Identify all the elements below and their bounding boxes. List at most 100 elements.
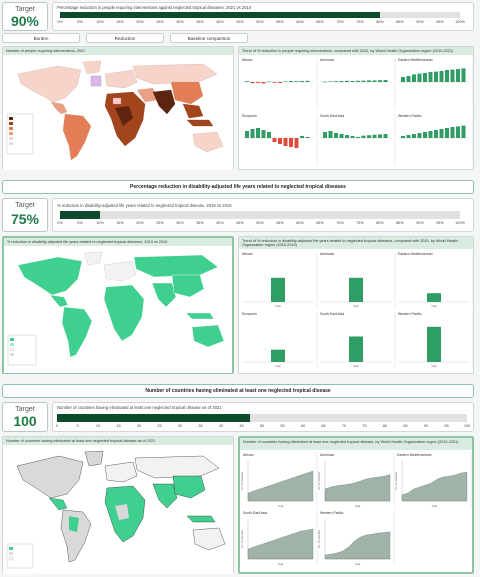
trend-bar xyxy=(339,134,344,138)
trend-title: Trend of % reduction in people requiring… xyxy=(239,47,473,55)
progress-tick-label: 5% xyxy=(77,20,83,24)
axis-label: Year xyxy=(275,364,281,368)
progress-tick-label: 60% xyxy=(296,221,304,225)
progress-tick-label: 30% xyxy=(176,221,184,225)
trend-bar xyxy=(278,82,282,83)
trend-panel-reduction: Trend of % reduction in people requiring… xyxy=(238,46,474,170)
map-panel-dalys: % reduction in disability-adjusted life … xyxy=(2,236,234,374)
progress-title: Number of countries having eliminated at… xyxy=(57,405,222,410)
trend-bar xyxy=(334,81,338,82)
trend-bar xyxy=(378,80,382,82)
small-multiple-cell: South-East Asia Year xyxy=(320,312,396,368)
small-multiple-cell: European Year xyxy=(242,312,318,368)
progress-tick-label: 65% xyxy=(316,20,324,24)
trend-bar xyxy=(256,82,260,83)
progress-tick-label: 65 xyxy=(321,424,326,428)
region-label: African xyxy=(243,453,254,457)
trend-bar xyxy=(461,68,466,82)
progress-tick-label: 20% xyxy=(136,221,144,225)
trend-bar xyxy=(439,129,444,138)
progress-tick-label: 0% xyxy=(57,20,63,24)
trend-bar xyxy=(349,277,363,302)
progress-tick-label: 45% xyxy=(236,20,244,24)
trend-title: Number of countries having eliminated at… xyxy=(240,438,472,450)
tab-reduction[interactable]: Reduction xyxy=(86,33,164,43)
y-axis-label: No. of countries xyxy=(240,471,244,490)
area-series xyxy=(247,528,314,560)
section-header-countries: Number of countries having eliminated at… xyxy=(2,384,474,398)
progress-tick-label: 80% xyxy=(376,221,384,225)
tab-baseline-comparison[interactable]: Baseline comparison xyxy=(170,33,248,43)
small-multiple-cell: Americas No. of countries Year xyxy=(317,453,395,508)
y-axis-label: No. of countries xyxy=(394,471,398,490)
axis-label: Year xyxy=(353,364,359,368)
axis-label: Year xyxy=(431,504,437,508)
map-title: Number of people requiring interventions… xyxy=(3,47,233,55)
trend-bar xyxy=(461,125,466,138)
trend-bar xyxy=(406,135,411,138)
trend-bar xyxy=(350,136,355,138)
progress-card-3: Number of countries having eliminated at… xyxy=(52,402,474,432)
progress-tick-label: 10% xyxy=(96,221,104,225)
progress-tick-label: 95% xyxy=(436,221,444,225)
progress-tick-label: 20 xyxy=(136,424,142,428)
trend-bar xyxy=(350,81,355,82)
target-box-3: Target 100 xyxy=(2,402,48,432)
trend-bar xyxy=(445,70,449,82)
target-label: Target xyxy=(15,202,35,209)
trend-bar xyxy=(305,80,310,82)
small-multiple-cell: Americas xyxy=(320,58,396,110)
target-label: Target xyxy=(15,6,35,13)
progress-fill xyxy=(60,211,100,219)
trend-bar xyxy=(323,81,327,83)
progress-tick-label: 25% xyxy=(156,221,164,225)
tab-burden[interactable]: Burden xyxy=(2,33,80,43)
trend-bar xyxy=(401,136,405,138)
progress-tick-label: 75 xyxy=(362,424,367,428)
progress-tick-label: 45 xyxy=(239,424,244,428)
target-label: Target xyxy=(15,406,35,413)
trend-bar xyxy=(412,134,416,138)
y-axis-label: No. of countries xyxy=(240,529,244,548)
trend-bar xyxy=(412,74,416,82)
axis-label: Year xyxy=(431,304,437,308)
trend-bar xyxy=(349,336,363,362)
region-label: African xyxy=(242,58,253,62)
progress-tick-label: 65% xyxy=(316,221,324,225)
trend-bar xyxy=(245,131,249,138)
world-map-dalys[interactable] xyxy=(4,247,232,373)
trend-bar xyxy=(434,71,438,82)
map-title: Number of countries having eliminated at… xyxy=(3,437,233,445)
trend-bar xyxy=(267,132,271,138)
small-multiple-cell: African xyxy=(242,58,318,110)
trend-bar xyxy=(289,81,293,82)
progress-tick-label: 20% xyxy=(136,20,144,24)
axis-label: Year xyxy=(353,304,359,308)
region-label: Americas xyxy=(320,58,334,62)
small-multiple-cell: Eastern Mediterranean xyxy=(398,58,473,110)
world-map-burden[interactable] xyxy=(3,56,233,170)
progress-card-1: Percentage reduction in people requiring… xyxy=(52,2,474,31)
progress-fill xyxy=(60,12,380,18)
progress-tick-label: 15% xyxy=(116,221,124,225)
axis-label: Year xyxy=(354,562,360,566)
region-label: Western Pacific xyxy=(398,114,422,118)
world-map-countries[interactable] xyxy=(3,446,233,574)
region-label: South-East Asia xyxy=(320,114,344,118)
trend-bar xyxy=(423,132,427,138)
small-multiple-cell: Western Pacific Year xyxy=(398,312,473,368)
trend-bar xyxy=(356,80,360,82)
trend-bar xyxy=(283,138,288,146)
region-label: Americas xyxy=(320,453,334,457)
trend-bar xyxy=(250,129,255,138)
trend-bar xyxy=(300,81,304,82)
trend-bar xyxy=(328,131,333,138)
progress-tick-label: 35% xyxy=(196,221,204,225)
progress-tick-label: 25% xyxy=(156,20,164,24)
area-series xyxy=(247,470,314,502)
progress-tick-label: 100% xyxy=(455,221,465,225)
trend-bar xyxy=(334,133,338,138)
trend-bar xyxy=(428,72,433,82)
progress-tick-label: 95% xyxy=(436,20,444,24)
progress-tick-label: 50 xyxy=(259,424,265,428)
